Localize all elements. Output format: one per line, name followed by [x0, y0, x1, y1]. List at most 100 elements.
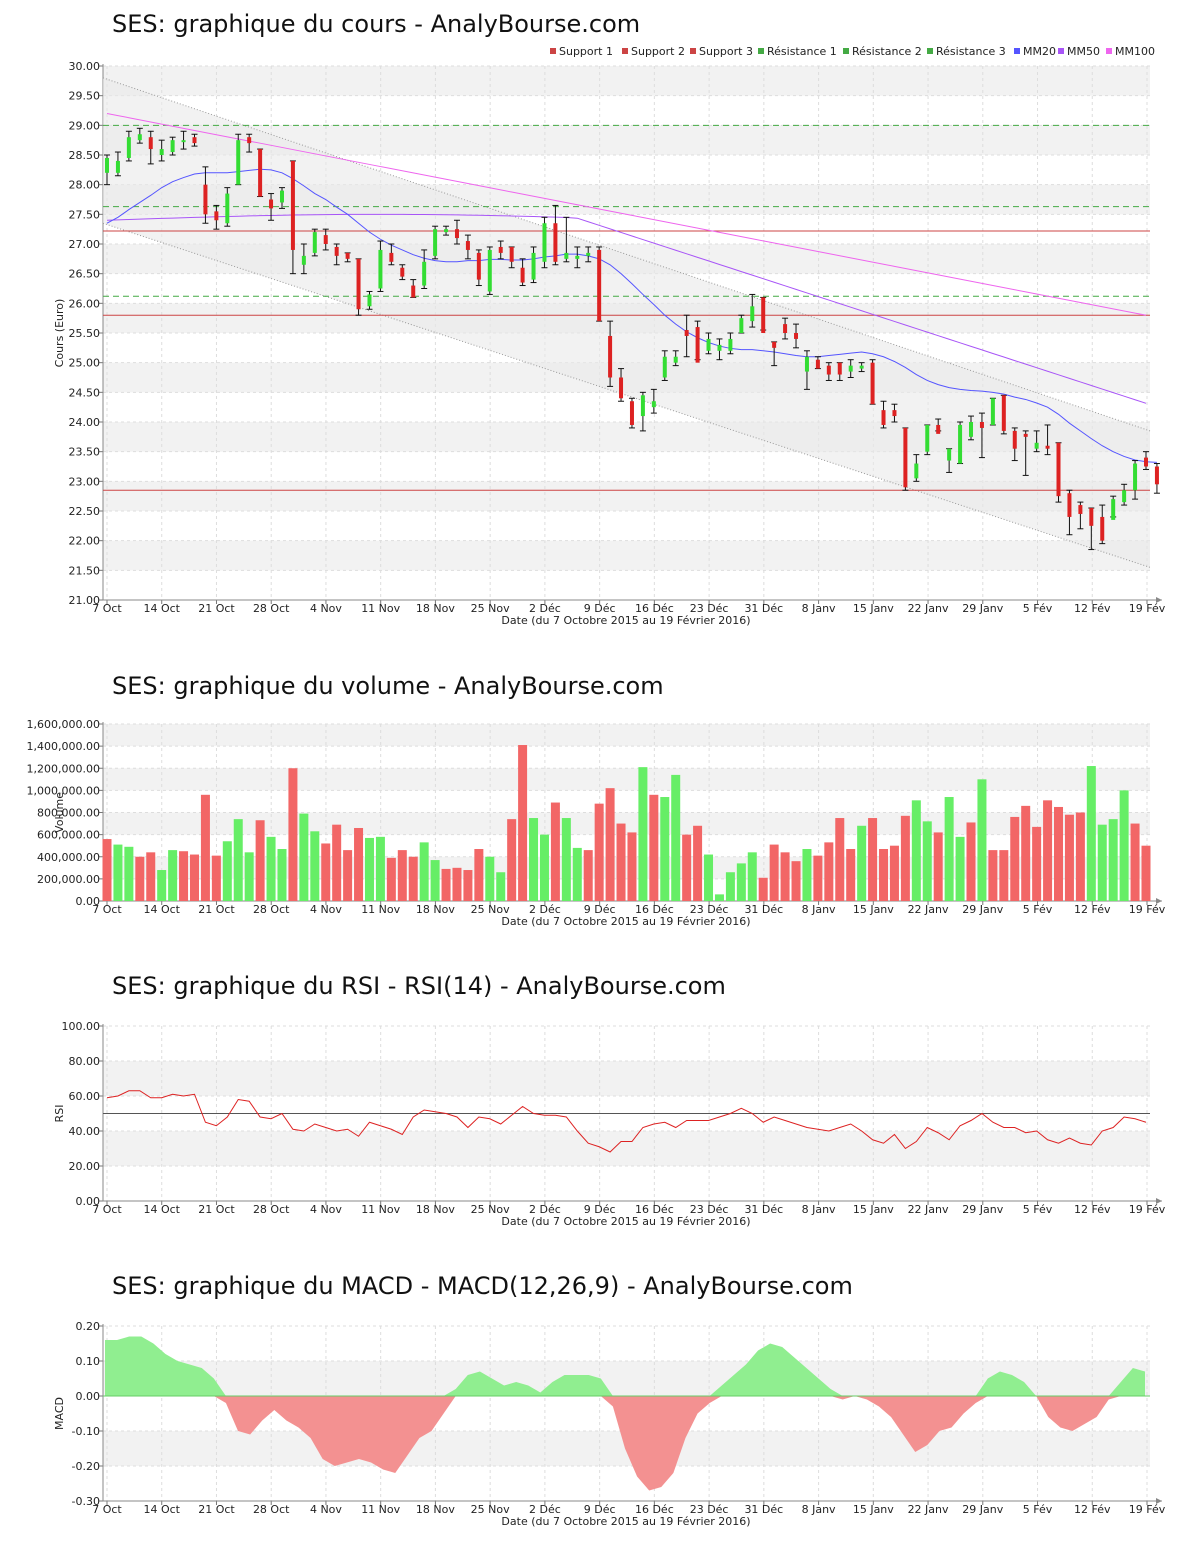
rsi-xtick-label: 15 Janv	[853, 1203, 894, 1216]
volume-ytick-label: 1,400,000.00	[27, 740, 100, 753]
volume-bar	[1032, 826, 1042, 901]
candle-body	[695, 327, 700, 363]
rsi-ytick-label: 40.00	[69, 1125, 101, 1138]
macd-x-axis-title: Date (du 7 Octobre 2015 au 19 Février 20…	[501, 1515, 750, 1528]
macd-ytick-label: -0.10	[72, 1425, 100, 1438]
volume-bar	[244, 852, 254, 901]
volume-xtick-label: 9 Déc	[584, 903, 616, 916]
volume-bar	[966, 822, 976, 901]
volume-ytick-label: 1,200,000.00	[27, 762, 100, 775]
candle-body	[914, 463, 919, 479]
price-chart-title: SES: graphique du cours - AnalyBourse.co…	[112, 10, 641, 38]
price-ytick-label: 23.00	[69, 475, 101, 488]
candle-body	[837, 362, 842, 375]
volume-bar	[146, 852, 156, 901]
price-chart: 21.00 21.50 22.00 22.50 23.00 23.50 24.00 24.50…	[53, 45, 1166, 627]
volume-x-axis-title: Date (du 7 Octobre 2015 au 19 Février 20…	[501, 915, 750, 928]
volume-bar	[1054, 806, 1064, 901]
rsi-x-axis-arrow	[1156, 1198, 1162, 1204]
volume-bar	[222, 841, 232, 901]
candle-body	[903, 427, 908, 488]
legend-label: Résistance 2	[852, 45, 922, 58]
volume-xtick-label: 15 Janv	[853, 903, 894, 916]
candle-body	[553, 223, 558, 262]
volume-bar	[911, 800, 921, 901]
volume-bar	[879, 849, 889, 901]
rsi-xtick-label: 5 Fév	[1023, 1203, 1053, 1216]
volume-xtick-label: 19 Fév	[1129, 903, 1166, 916]
rsi-chart: 0.00 20.00 40.00 60.00 80.00 100.00 7 Oct 14 Oc…	[53, 1020, 1166, 1228]
candle-body	[619, 377, 624, 399]
volume-bar	[266, 836, 276, 901]
volume-bar	[933, 832, 943, 901]
legend-swatch	[758, 48, 764, 54]
candle-body	[936, 424, 941, 434]
macd-xtick-label: 16 Déc	[635, 1503, 674, 1516]
legend-swatch	[843, 48, 849, 54]
candle-body	[1001, 395, 1006, 431]
price-xtick-label: 15 Janv	[853, 602, 894, 615]
volume-bar	[889, 845, 899, 901]
candle-body	[1012, 430, 1017, 449]
candle-body	[859, 365, 864, 369]
volume-bar	[769, 844, 779, 901]
legend-label: Support 1	[559, 45, 613, 58]
rsi-xtick-label: 16 Déc	[635, 1203, 674, 1216]
price-ytick-label: 29.00	[69, 119, 101, 132]
candle-body	[684, 330, 689, 336]
candle-body	[761, 297, 766, 333]
candle-body	[564, 252, 569, 259]
macd-chart-title: SES: graphique du MACD - MACD(12,26,9) -…	[112, 1272, 853, 1300]
volume-xtick-label: 21 Oct	[198, 903, 235, 916]
volume-bar	[780, 852, 790, 901]
volume-bar	[430, 860, 440, 901]
candle-body	[1144, 457, 1148, 467]
volume-bar	[660, 797, 670, 901]
candle-body	[181, 140, 186, 143]
legend-swatch	[690, 48, 696, 54]
volume-ytick-label: 200,000.00	[37, 873, 100, 886]
volume-ytick-label: 1,000,000.00	[27, 784, 100, 797]
candle-body	[356, 258, 361, 310]
candle-body	[728, 338, 733, 351]
candle-body	[126, 137, 131, 158]
volume-bar	[1086, 766, 1096, 901]
candle-body	[1100, 516, 1105, 541]
legend-label: Support 3	[699, 45, 753, 58]
macd-xtick-label: 9 Déc	[584, 1503, 616, 1516]
candle-body	[279, 190, 284, 203]
candle-body	[794, 333, 799, 339]
volume-bar	[354, 827, 364, 901]
volume-xtick-label: 31 Déc	[744, 903, 783, 916]
candle-body	[783, 324, 788, 333]
rsi-chart-title: SES: graphique du RSI - RSI(14) - AnalyB…	[112, 972, 726, 1000]
volume-bar	[452, 867, 462, 901]
candle-body	[225, 193, 230, 224]
macd-negative-area	[105, 1396, 1145, 1491]
volume-bar	[813, 855, 823, 901]
legend-label: Support 2	[631, 45, 685, 58]
volume-bar	[189, 854, 199, 901]
volume-bar	[1075, 812, 1085, 901]
candle-body	[192, 137, 197, 144]
volume-bar	[310, 831, 320, 901]
candle-body	[717, 344, 722, 351]
candle-body	[1078, 505, 1083, 514]
price-y-axis-title: Cours (Euro)	[53, 299, 66, 368]
volume-bar	[408, 856, 418, 901]
volume-bar	[638, 767, 648, 901]
legend-label: Résistance 3	[936, 45, 1006, 58]
price-ytick-label: 25.50	[69, 327, 101, 340]
price-xtick-label: 31 Déc	[744, 602, 783, 615]
price-ytick-label: 26.00	[69, 297, 101, 310]
volume-bar	[704, 854, 714, 901]
volume-bar	[561, 818, 571, 901]
volume-bar	[725, 872, 735, 901]
volume-ytick-label: 600,000.00	[37, 829, 100, 842]
candle-body	[1122, 490, 1127, 503]
volume-bar	[277, 849, 287, 901]
candle-body	[247, 137, 252, 144]
price-ytick-label: 24.50	[69, 386, 101, 399]
candle-body	[498, 246, 503, 253]
volume-bar	[616, 823, 626, 901]
